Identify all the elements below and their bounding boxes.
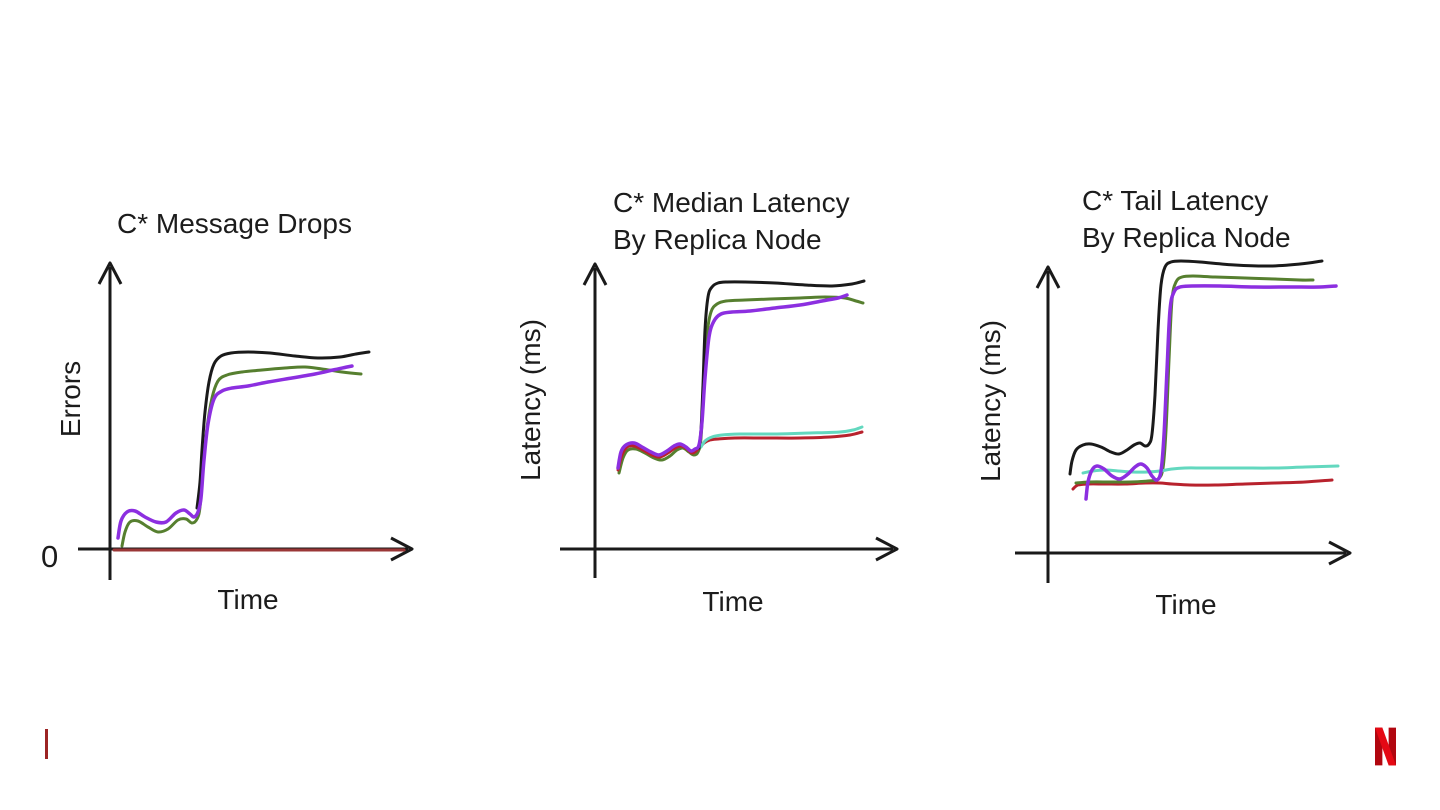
x-axis-arrow-icon	[1328, 540, 1352, 566]
chart-2	[560, 262, 899, 578]
y-axis-arrow-icon	[97, 261, 123, 285]
chart2-title: C* Median Latency By Replica Node	[613, 184, 850, 258]
chart2-title-line1: C* Median Latency	[613, 187, 850, 218]
chart1-origin-zero-label: 0	[41, 539, 59, 574]
chart1-title-line1: C* Message Drops	[117, 208, 352, 239]
x-axis-arrow-icon	[390, 536, 414, 562]
series-line-purple	[1084, 284, 1338, 501]
y-axis-arrow-icon	[582, 262, 608, 286]
chart3-title: C* Tail Latency By Replica Node	[1082, 182, 1291, 256]
series-line-black	[195, 350, 371, 510]
chart3-title-line2: By Replica Node	[1082, 222, 1291, 253]
chart2-x-axis-label: Time	[702, 586, 764, 617]
chart3-title-line1: C* Tail Latency	[1082, 185, 1269, 216]
series-line-black	[1068, 259, 1324, 476]
series-line-green	[617, 295, 865, 475]
series-line-teal	[699, 425, 864, 449]
x-axis-arrow-icon	[875, 536, 899, 562]
chart-1	[78, 261, 414, 580]
footer-accent-tick	[45, 729, 48, 759]
chart2-y-axis-label: Latency (ms)	[515, 319, 546, 481]
series-line-green	[120, 365, 363, 548]
series-line-purple	[116, 364, 354, 540]
chart1-x-axis-label: Time	[217, 584, 279, 615]
netflix-logo-icon	[1375, 727, 1396, 766]
chart-3	[1015, 259, 1352, 583]
chart3-y-axis-label: Latency (ms)	[975, 320, 1006, 482]
y-axis-arrow-icon	[1035, 265, 1061, 289]
series-line-purple	[616, 293, 849, 470]
series-line-teal	[1081, 464, 1340, 475]
chart3-x-axis-label: Time	[1155, 589, 1217, 620]
series-line-red	[616, 430, 864, 472]
chart1-y-axis-label: Errors	[55, 360, 86, 438]
chart2-title-line2: By Replica Node	[613, 224, 822, 255]
chart1-title: C* Message Drops	[117, 205, 352, 242]
